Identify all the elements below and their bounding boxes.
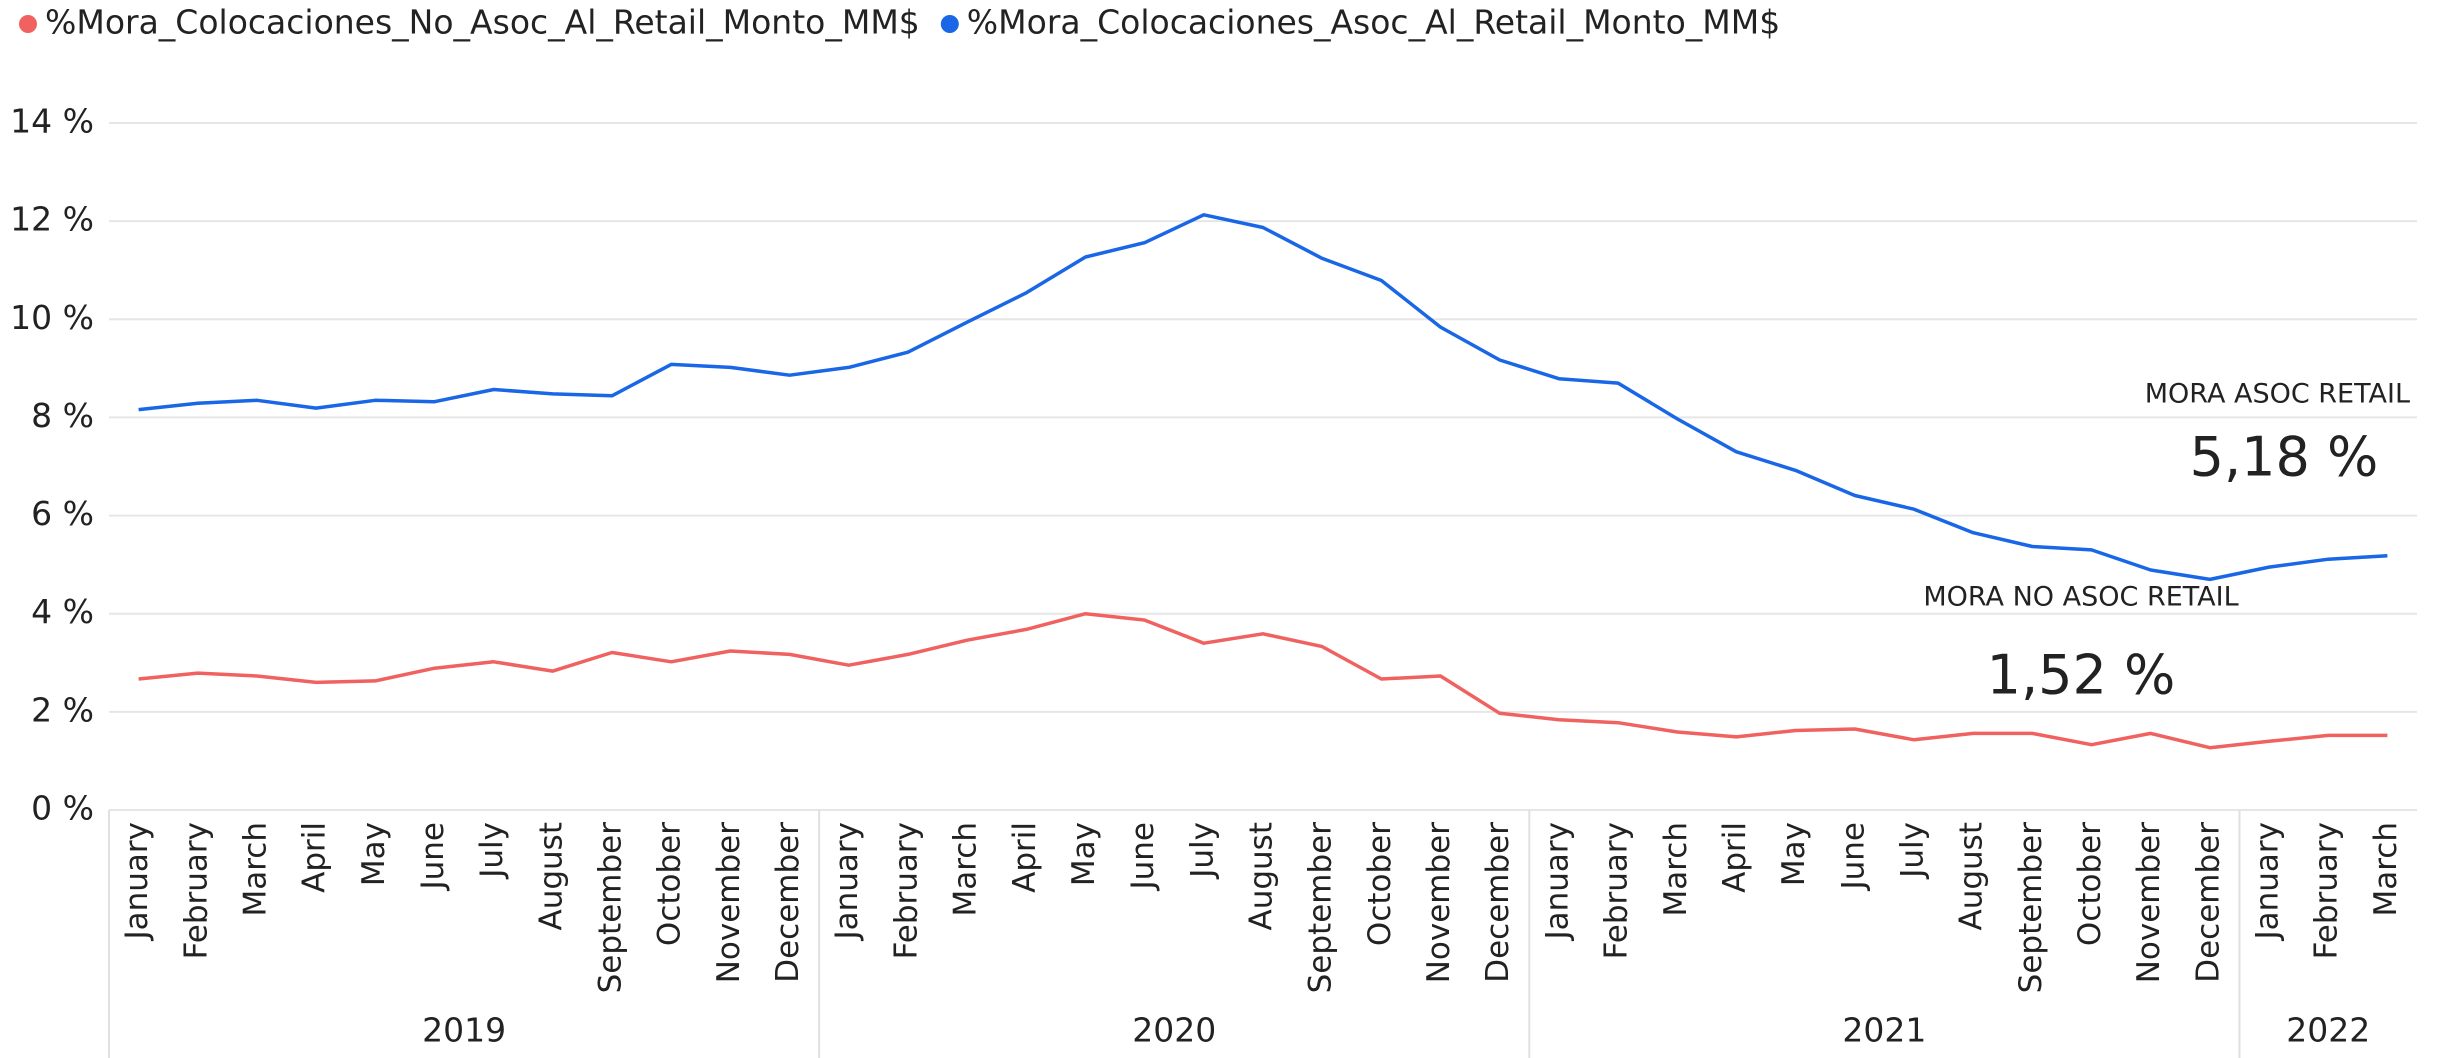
x-tick-label: February [888, 822, 924, 959]
x-tick-label: May [1066, 822, 1102, 886]
x-tick-label: July [1184, 822, 1220, 880]
x-tick-label: January [1539, 822, 1575, 942]
x-tick-label: January [2250, 822, 2286, 942]
x-tick-label: March [1658, 822, 1694, 917]
x-tick-label: September [593, 822, 629, 994]
x-tick-label: April [1717, 822, 1753, 893]
annotation-value: 1,52 % [1987, 644, 2176, 707]
x-tick-label: November [1421, 822, 1457, 984]
x-tick-label: February [1599, 822, 1635, 959]
legend-label: %Mora_Colocaciones_No_Asoc_Al_Retail_Mon… [45, 3, 920, 42]
year-label: 2020 [1132, 1011, 1216, 1050]
annotation-title: MORA NO ASOC RETAIL [1923, 582, 2238, 613]
y-tick-label: 14 % [10, 102, 94, 141]
x-tick-label: March [2368, 822, 2404, 917]
y-tick-label: 12 % [10, 200, 94, 239]
x-tick-label: May [356, 822, 392, 886]
x-tick-label: August [1954, 822, 1990, 931]
series-line [138, 213, 2388, 582]
annotation-value: 5,18 % [2190, 426, 2379, 489]
x-tick-label: June [1835, 822, 1871, 892]
x-tick-label: December [2190, 822, 2226, 983]
year-label: 2019 [422, 1011, 506, 1050]
x-tick-label: October [1362, 822, 1398, 946]
x-tick-label: September [1303, 822, 1339, 994]
x-tick-label: March [237, 822, 273, 917]
x-tick-label: January [119, 822, 155, 942]
year-label: 2022 [2286, 1011, 2370, 1050]
y-tick-label: 10 % [10, 298, 94, 337]
x-tick-label: April [1007, 822, 1043, 893]
x-tick-label: March [948, 822, 984, 917]
legend-marker [19, 15, 37, 33]
x-tick-label: November [711, 822, 747, 984]
x-tick-label: August [533, 822, 569, 931]
x-tick-label: December [770, 822, 806, 983]
y-tick-label: 4 % [31, 592, 94, 631]
x-tick-label: September [2013, 822, 2049, 994]
x-tick-label: June [415, 822, 451, 892]
x-tick-label: February [2309, 822, 2345, 959]
y-tick-label: 2 % [31, 690, 94, 729]
x-tick-label: February [178, 822, 214, 959]
x-tick-label: August [1244, 822, 1280, 931]
x-tick-label: October [652, 822, 688, 946]
y-tick-label: 0 % [31, 789, 94, 828]
x-tick-label: April [297, 822, 333, 893]
x-tick-label: July [474, 822, 510, 880]
x-tick-label: November [2131, 822, 2167, 984]
legend-label: %Mora_Colocaciones_Asoc_Al_Retail_Monto_… [967, 3, 1780, 42]
x-tick-label: June [1125, 822, 1161, 892]
x-tick-label: January [829, 822, 865, 942]
legend-marker [940, 15, 959, 33]
series-line [138, 611, 2388, 750]
annotation-title: MORA ASOC RETAIL [2145, 379, 2410, 410]
y-tick-label: 8 % [31, 396, 94, 435]
x-tick-label: May [1776, 822, 1812, 886]
y-tick-label: 6 % [31, 494, 94, 533]
year-label: 2021 [1842, 1011, 1926, 1050]
x-tick-label: October [2072, 822, 2108, 946]
x-tick-label: December [1480, 822, 1516, 983]
x-tick-label: July [1894, 822, 1930, 880]
